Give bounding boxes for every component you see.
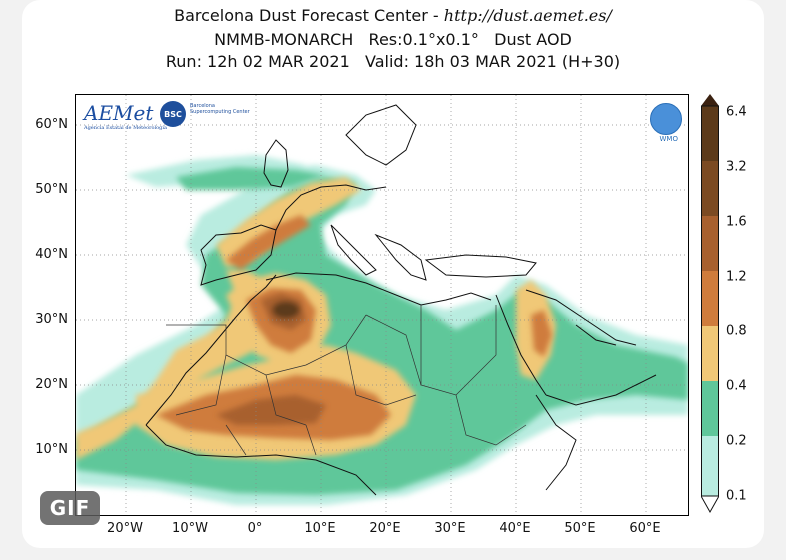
colorbar-label: 6.4 xyxy=(726,104,747,120)
colorbar-segment xyxy=(701,271,719,326)
lat-label: 30°N xyxy=(35,312,68,327)
colorbar xyxy=(701,94,719,514)
colorbar-segment xyxy=(701,161,719,216)
gif-badge[interactable]: GIF xyxy=(40,491,100,525)
dust-map[interactable]: AEMet Agencia Estatal de Meteorología BSC… xyxy=(75,94,689,516)
colorbar-label: 0.2 xyxy=(726,433,747,449)
lat-label: 60°N xyxy=(35,117,68,132)
colorbar-segment xyxy=(701,381,719,436)
colorbar-segment xyxy=(701,216,719,271)
colorbar-top-arrow xyxy=(701,94,719,106)
lon-label: 0° xyxy=(247,521,263,536)
title-line-2: NMMB-MONARCH Res:0.1°x0.1° Dust AOD xyxy=(214,30,572,49)
wmo-logo-text: WMO xyxy=(659,135,678,143)
lat-label: 20°N xyxy=(35,377,68,392)
colorbar-segment xyxy=(701,326,719,381)
colorbar-segment xyxy=(701,106,719,161)
lon-label: 30°E xyxy=(434,521,466,536)
aemet-logo: AEMet Agencia Estatal de Meteorología xyxy=(84,101,167,131)
coastlines xyxy=(145,104,657,496)
title-line-3: Run: 12h 02 MAR 2021 Valid: 18h 03 MAR 2… xyxy=(165,52,621,71)
lat-label: 40°N xyxy=(35,247,68,262)
lat-label: 50°N xyxy=(35,182,68,197)
colorbar-label: 1.6 xyxy=(726,214,747,230)
bsc-logo-text: Barcelona Supercomputing Center xyxy=(190,103,250,115)
colorbar-label: 1.2 xyxy=(726,269,747,285)
colorbar-label: 0.8 xyxy=(726,323,747,339)
lat-label: 10°N xyxy=(35,442,68,457)
dust-layer-1-6 xyxy=(216,293,326,425)
colorbar-label: 3.2 xyxy=(726,159,747,175)
lon-label: 40°E xyxy=(499,521,531,536)
title-line-1: Barcelona Dust Forecast Center - http://… xyxy=(174,6,612,25)
colorbar-label: 0.1 xyxy=(726,488,747,504)
colorbar-label: 0.4 xyxy=(726,378,747,394)
colorbar-bottom-arrow xyxy=(701,495,719,514)
bsc-logo: BSC xyxy=(160,101,186,127)
dust-map-svg xyxy=(76,95,688,515)
lon-label: 50°E xyxy=(564,521,596,536)
lon-label: 10°E xyxy=(304,521,336,536)
url-link[interactable]: http://dust.aemet.es/ xyxy=(443,6,612,25)
lon-label: 10°W xyxy=(172,521,208,536)
colorbar-segment xyxy=(701,436,719,496)
country-borders xyxy=(166,305,527,456)
lon-label: 20°W xyxy=(107,521,143,536)
lon-label: 60°E xyxy=(629,521,661,536)
wmo-logo-icon xyxy=(650,103,682,135)
lon-label: 20°E xyxy=(369,521,401,536)
